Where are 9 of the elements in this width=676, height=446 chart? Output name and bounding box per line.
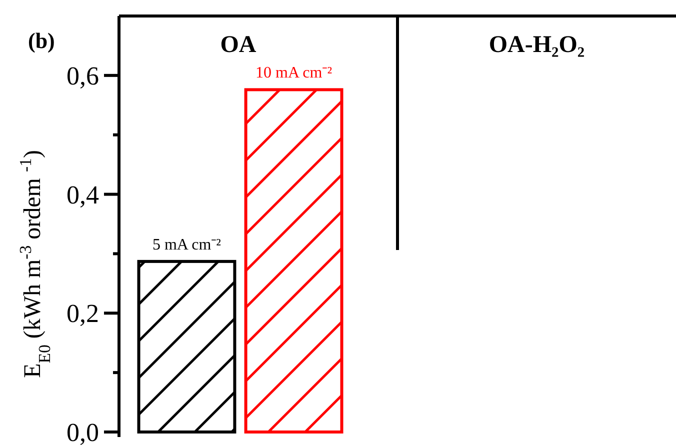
series-label: 5 mA cm⁻² bbox=[152, 236, 222, 254]
x-tick-label: OA-H₂O₂ bbox=[488, 32, 585, 58]
y-tick-label: 0,2 bbox=[66, 299, 99, 328]
text: (b) bbox=[28, 28, 55, 53]
y-tick-label: 0,6 bbox=[66, 62, 99, 91]
x-tick-label: OA bbox=[220, 32, 257, 58]
series-label: 10 mA cm⁻² bbox=[256, 64, 332, 82]
y-tick-label: 0,4 bbox=[66, 180, 99, 210]
y-tick-label: 0,0 bbox=[66, 418, 99, 446]
